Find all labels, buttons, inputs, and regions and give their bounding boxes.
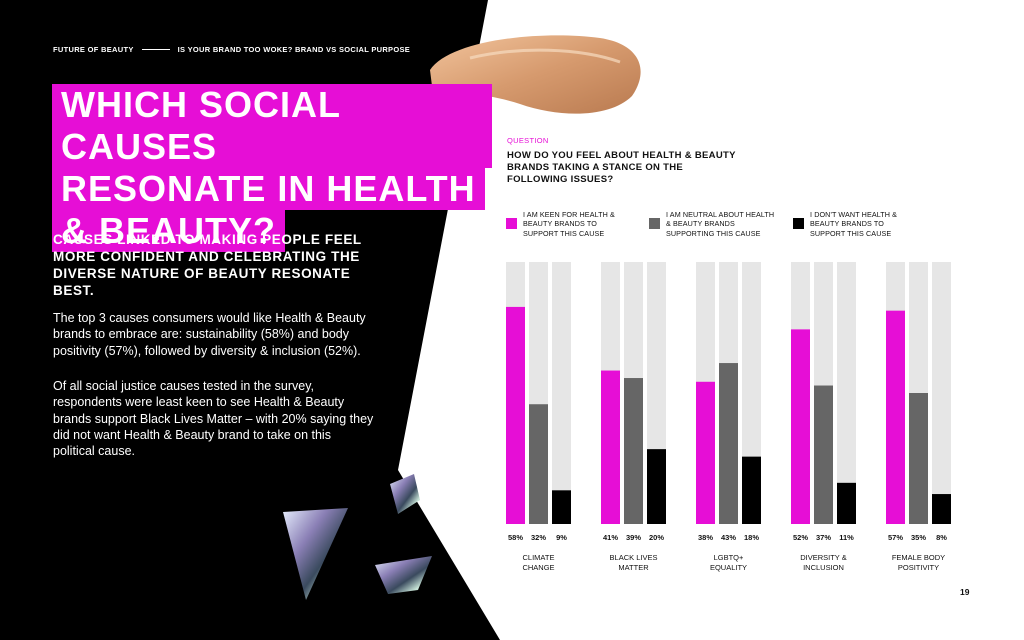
category-label-lgbtq-equality: LGBTQ+ EQUALITY xyxy=(710,553,747,572)
legend-label-keen: I AM KEEN FOR HEALTH & BEAUTY BRANDS TO … xyxy=(523,210,615,238)
bar-black-lives-matter-dont-want xyxy=(647,449,666,524)
bar-climate-change-neutral xyxy=(529,404,548,524)
title-line-3-row: & BEAUTY? xyxy=(52,210,492,252)
header-topic: IS YOUR BRAND TOO WOKE? BRAND VS SOCIAL … xyxy=(177,45,411,54)
data-label-diversity-inclusion-dont-want: 11% xyxy=(839,533,854,542)
bar-female-body-positivity-neutral xyxy=(909,393,928,524)
legend-swatch-neutral xyxy=(649,218,660,229)
data-label-climate-change-neutral: 32% xyxy=(531,533,546,542)
title-line-3: & BEAUTY? xyxy=(52,210,285,252)
body-paragraph-1: The top 3 causes consumers would like He… xyxy=(53,311,366,358)
data-label-female-body-positivity-keen: 57% xyxy=(888,533,903,542)
title-line-2: RESONATE IN HEALTH xyxy=(52,168,485,210)
legend-item-dont-want: I DON'T WANT HEALTH & BEAUTY BRANDS TO S… xyxy=(793,210,910,238)
question-label: QUESTION xyxy=(507,136,549,145)
body-paragraph-2: Of all social justice causes tested in t… xyxy=(53,379,374,459)
data-label-lgbtq-equality-dont-want: 18% xyxy=(744,533,759,542)
category-label-climate-change: CLIMATE CHANGE xyxy=(522,553,554,572)
data-label-female-body-positivity-dont-want: 8% xyxy=(936,533,947,542)
bar-black-lives-matter-neutral xyxy=(624,378,643,524)
bar-climate-change-keen xyxy=(506,306,525,524)
bar-female-body-positivity-dont-want xyxy=(932,494,951,524)
category-label-black-lives-matter: BLACK LIVES MATTER xyxy=(610,553,658,572)
data-label-diversity-inclusion-keen: 52% xyxy=(793,533,808,542)
bar-lgbtq-equality-neutral xyxy=(719,363,738,524)
question-text: HOW DO YOU FEEL ABOUT HEALTH & BEAUTY BR… xyxy=(507,150,736,185)
legend-item-keen: I AM KEEN FOR HEALTH & BEAUTY BRANDS TO … xyxy=(506,210,631,238)
category-label-diversity-inclusion: DIVERSITY & INCLUSION xyxy=(800,553,847,572)
data-label-female-body-positivity-neutral: 35% xyxy=(911,533,926,542)
header-breadcrumb: FUTURE OF BEAUTY IS YOUR BRAND TOO WOKE?… xyxy=(53,45,410,54)
legend-swatch-keen xyxy=(506,218,517,229)
bar-track-female-body-positivity-dont-want xyxy=(932,262,951,524)
bar-black-lives-matter-keen xyxy=(601,370,620,524)
bar-chart: 58% 32% 9% CLIMATE CHANGE 41% 39% 20% BLACK LIVE… xyxy=(506,262,951,572)
data-label-lgbtq-equality-neutral: 43% xyxy=(721,533,736,542)
data-label-climate-change-keen: 58% xyxy=(508,533,523,542)
legend-label-neutral: I AM NEUTRAL ABOUT HEALTH & BEAUTY BRAND… xyxy=(666,210,775,238)
bar-climate-change-dont-want xyxy=(552,490,571,524)
data-label-black-lives-matter-dont-want: 20% xyxy=(649,533,664,542)
data-label-black-lives-matter-neutral: 39% xyxy=(626,533,641,542)
header-divider xyxy=(141,49,170,50)
data-label-diversity-inclusion-neutral: 37% xyxy=(816,533,831,542)
category-label-female-body-positivity: FEMALE BODY POSITIVITY xyxy=(892,553,945,572)
title-line-1-row: WHICH SOCIAL CAUSES xyxy=(52,84,492,168)
data-label-black-lives-matter-keen: 41% xyxy=(603,533,618,542)
subheading: CAUSES LINKED TO MAKING PEOPLE FEEL MORE… xyxy=(53,232,362,298)
title-line-2-row: RESONATE IN HEALTH xyxy=(52,168,492,210)
crystal-large-image xyxy=(283,508,348,600)
bar-lgbtq-equality-dont-want xyxy=(742,456,761,524)
data-label-lgbtq-equality-keen: 38% xyxy=(698,533,713,542)
bar-track-climate-change-dont-want xyxy=(552,262,571,524)
crystal-small-top-image xyxy=(390,474,420,514)
header-section: FUTURE OF BEAUTY xyxy=(53,45,134,54)
bar-diversity-inclusion-keen xyxy=(791,329,810,524)
page-title: WHICH SOCIAL CAUSES RESONATE IN HEALTH &… xyxy=(52,84,492,252)
bar-lgbtq-equality-keen xyxy=(696,381,715,524)
data-label-climate-change-dont-want: 9% xyxy=(556,533,567,542)
legend-label-dont-want: I DON'T WANT HEALTH & BEAUTY BRANDS TO S… xyxy=(810,210,898,238)
legend-swatch-dont-want xyxy=(793,218,804,229)
bar-diversity-inclusion-dont-want xyxy=(837,482,856,524)
foundation-swatch-highlight xyxy=(469,48,621,64)
page-number: 19 xyxy=(960,587,970,597)
legend-item-neutral: I AM NEUTRAL ABOUT HEALTH & BEAUTY BRAND… xyxy=(649,210,781,238)
crystal-bottom-image xyxy=(375,556,432,594)
bar-track-diversity-inclusion-dont-want xyxy=(837,262,856,524)
bar-female-body-positivity-keen xyxy=(886,310,905,524)
title-line-1: WHICH SOCIAL CAUSES xyxy=(52,84,492,168)
bar-diversity-inclusion-neutral xyxy=(814,385,833,524)
